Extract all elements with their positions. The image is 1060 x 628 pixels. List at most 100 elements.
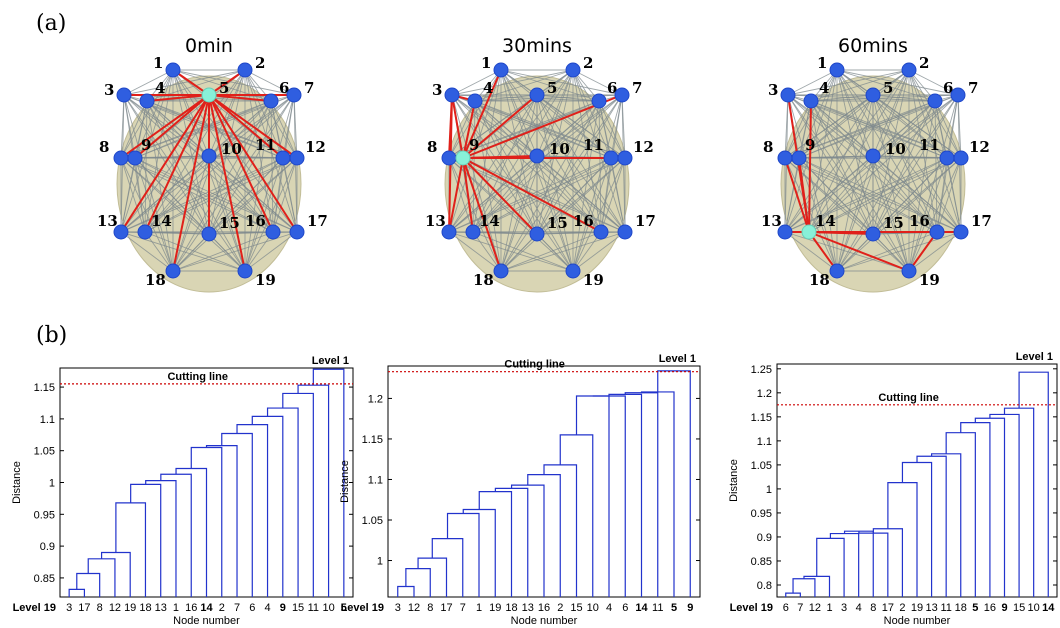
edge bbox=[810, 100, 838, 272]
edge bbox=[872, 155, 962, 233]
leaf-label: 15 bbox=[292, 602, 304, 614]
node-label-14: 14 bbox=[815, 212, 836, 230]
leaf-label: 6 bbox=[249, 602, 255, 614]
y-tick-label: 0.85 bbox=[34, 573, 55, 585]
strong-edge bbox=[120, 94, 210, 233]
dendrogram-60mins: 0.8 0.85 0.9 0.95 1 1.05 1.1 1.15 1.2 1.25 Distanc… bbox=[728, 351, 1058, 627]
edge bbox=[784, 157, 800, 233]
dendrogram-link bbox=[559, 434, 594, 597]
edge bbox=[451, 69, 574, 96]
node-label-14: 14 bbox=[479, 212, 500, 230]
dendrogram-link bbox=[1018, 371, 1049, 597]
node-label-15: 15 bbox=[883, 214, 904, 232]
leaf-label: 5 bbox=[671, 602, 677, 614]
node-label-16: 16 bbox=[909, 212, 930, 230]
dendrogram-0min: 0.85 0.9 0.95 1 1.05 1.1 1.15 Distance Node numb… bbox=[11, 355, 354, 627]
node-label-2: 2 bbox=[919, 54, 929, 72]
leaf-label: 12 bbox=[109, 602, 121, 614]
leaf-label: 19 bbox=[911, 602, 923, 614]
leaf-label: 13 bbox=[522, 602, 534, 614]
dendrogram-link bbox=[175, 467, 208, 597]
leaf-label: 12 bbox=[408, 602, 420, 614]
edge bbox=[808, 94, 874, 233]
leaf-label: 8 bbox=[427, 602, 433, 614]
node-label-6: 6 bbox=[607, 79, 617, 97]
edge bbox=[500, 231, 602, 272]
edge bbox=[784, 155, 874, 233]
network-title: 60mins bbox=[838, 35, 908, 57]
edge bbox=[600, 157, 612, 233]
edge bbox=[798, 157, 838, 272]
strong-edge bbox=[208, 94, 298, 159]
edge bbox=[810, 69, 910, 102]
leaf-label: 5 bbox=[972, 602, 978, 614]
edge bbox=[144, 157, 284, 233]
dendrogram-link bbox=[446, 512, 480, 597]
leaf-label: 13 bbox=[925, 602, 937, 614]
dendrogram-link bbox=[145, 479, 177, 597]
node-label-6: 6 bbox=[279, 79, 289, 97]
node-5 bbox=[865, 87, 881, 103]
node-4 bbox=[467, 93, 483, 109]
node-15 bbox=[529, 226, 545, 242]
node-label-19: 19 bbox=[919, 271, 940, 289]
edge bbox=[810, 100, 874, 235]
leaf-label: 19 bbox=[124, 602, 136, 614]
edge bbox=[946, 157, 962, 233]
edge bbox=[536, 94, 623, 157]
node-1 bbox=[493, 62, 509, 78]
node-12 bbox=[617, 150, 633, 166]
node-15 bbox=[201, 226, 217, 242]
node-label-15: 15 bbox=[547, 214, 568, 232]
node-label-7: 7 bbox=[632, 79, 642, 97]
panel-label-a: (a) bbox=[36, 11, 66, 36]
edge bbox=[787, 94, 874, 235]
edge bbox=[474, 69, 574, 102]
edge bbox=[244, 231, 298, 272]
y-tick-label: 1.15 bbox=[34, 382, 55, 394]
edge bbox=[144, 94, 295, 233]
node-6 bbox=[263, 93, 279, 109]
node-label-12: 12 bbox=[969, 138, 990, 156]
node-16 bbox=[929, 224, 945, 240]
edge bbox=[798, 100, 936, 159]
edge bbox=[572, 100, 600, 272]
dendrogram-link bbox=[405, 568, 431, 597]
strong-edge bbox=[462, 157, 502, 272]
edge bbox=[123, 94, 246, 272]
strong-edge bbox=[208, 94, 298, 233]
leaf-label: 16 bbox=[185, 602, 197, 614]
y-tick-label: 0.85 bbox=[751, 556, 772, 568]
node-14 bbox=[801, 224, 817, 240]
leaf-label: 8 bbox=[97, 602, 103, 614]
edge bbox=[808, 157, 962, 233]
edge bbox=[448, 231, 502, 272]
edge bbox=[836, 155, 874, 272]
node-label-3: 3 bbox=[104, 81, 114, 99]
dendrogram-link bbox=[527, 474, 561, 597]
leaf-label: 9 bbox=[687, 602, 693, 614]
leaf-label: 9 bbox=[1001, 602, 1007, 614]
node-13 bbox=[441, 224, 457, 240]
leaf-label: 3 bbox=[66, 602, 72, 614]
edge bbox=[123, 69, 246, 96]
node-label-11: 11 bbox=[583, 136, 604, 154]
node-label-16: 16 bbox=[245, 212, 266, 230]
node-17 bbox=[953, 224, 969, 240]
edge bbox=[123, 94, 274, 233]
node-11 bbox=[939, 150, 955, 166]
edge bbox=[451, 94, 538, 235]
edge bbox=[474, 100, 602, 233]
edge bbox=[810, 100, 938, 233]
edge bbox=[908, 69, 959, 96]
node-3 bbox=[116, 87, 132, 103]
edge bbox=[172, 157, 298, 272]
y-tick-label: 1.15 bbox=[751, 412, 772, 424]
level-1-label: Level 1 bbox=[659, 353, 696, 365]
edge bbox=[500, 233, 538, 272]
leaf-label: 15 bbox=[570, 602, 582, 614]
y-axis-label: Distance bbox=[11, 461, 23, 504]
edge bbox=[872, 157, 962, 235]
